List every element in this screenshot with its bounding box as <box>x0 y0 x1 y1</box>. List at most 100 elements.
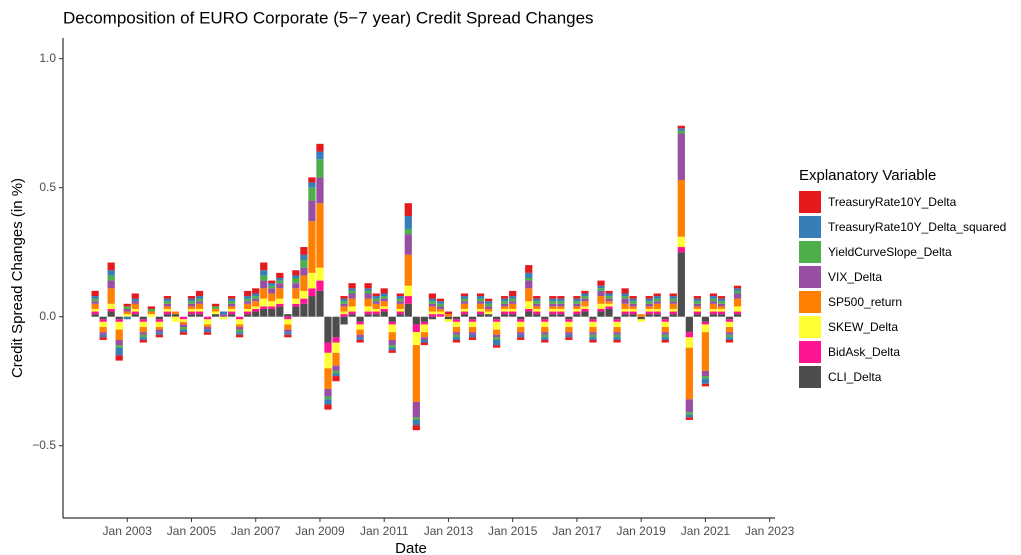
bar-segment <box>444 316 453 320</box>
bar-segment <box>581 293 589 297</box>
bar-segment <box>412 425 420 431</box>
bar-segment <box>420 339 428 343</box>
bar-segment <box>605 301 613 304</box>
bar-segment <box>460 301 469 304</box>
bar-segment <box>260 275 268 281</box>
bar-segment <box>573 298 581 302</box>
bar-segment <box>139 316 147 320</box>
bar-segment <box>661 337 669 340</box>
y-tick-label: 0.5 <box>39 180 56 194</box>
bar-segment <box>565 334 573 338</box>
bar-segment <box>685 347 693 400</box>
bar-segment <box>645 303 653 307</box>
bar-segment <box>123 316 131 320</box>
bar-segment <box>693 311 701 315</box>
bar-segment <box>99 332 107 335</box>
bar-segment <box>452 337 461 340</box>
bar-segment <box>589 337 597 340</box>
bar-segment <box>493 334 501 338</box>
bar-segment <box>468 327 477 333</box>
bar-segment <box>452 316 461 320</box>
bar-segment <box>316 177 324 204</box>
bar-segment <box>219 316 228 320</box>
bar-segment <box>493 316 501 320</box>
bar-segment <box>163 314 172 317</box>
bar-segment <box>236 327 244 330</box>
bar-segment <box>284 334 292 338</box>
bar-segment <box>597 280 605 286</box>
bar-segment <box>557 301 565 304</box>
bar-segment <box>436 311 445 315</box>
bar-segment <box>468 337 477 340</box>
bar-segment <box>211 306 220 309</box>
x-tick-label: Jan 2015 <box>488 524 538 538</box>
bar-segment <box>661 327 669 333</box>
bar-segment <box>179 324 188 328</box>
bar-segment <box>139 327 147 333</box>
bar-segment <box>493 337 501 340</box>
bar-segment <box>685 316 693 333</box>
x-tick-label: Jan 2013 <box>424 524 474 538</box>
bar-segment <box>661 334 669 338</box>
bar-segment <box>501 303 509 307</box>
bar-segment <box>428 293 436 299</box>
bar-segment <box>581 306 589 309</box>
y-axis-label: Credit Spread Changes (in %) <box>9 178 26 378</box>
bar-segment <box>252 288 260 294</box>
bar-segment <box>501 298 509 302</box>
bar-segment <box>388 324 396 333</box>
bar-segment <box>725 337 734 340</box>
bar-segment <box>284 314 292 317</box>
legend-label: VIX_Delta <box>828 270 882 284</box>
bar-segment <box>131 301 139 304</box>
bar-segment <box>557 308 565 312</box>
bar-segment <box>340 303 348 307</box>
legend-label: YieldCurveSlope_Delta <box>828 245 952 259</box>
bar-segment <box>573 314 581 317</box>
bar-segment <box>669 303 677 309</box>
bar-segment <box>468 319 477 322</box>
legend-label: BidAsk_Delta <box>828 345 900 359</box>
bar-segment <box>99 321 107 328</box>
bar-segment <box>605 298 613 302</box>
bar-segment <box>300 267 308 276</box>
bar-segment <box>709 301 718 304</box>
bar-segment <box>340 306 348 312</box>
bar-segment <box>412 332 420 346</box>
bar-segment <box>509 308 517 312</box>
bar-segment <box>669 308 677 312</box>
bar-segment <box>292 306 300 317</box>
legend-label: TreasuryRate10Y_Delta <box>828 195 957 209</box>
bar-segment <box>637 314 645 317</box>
bar-segment <box>725 339 734 343</box>
bar-segment <box>565 337 573 340</box>
bar-segment <box>669 293 677 297</box>
bar-segment <box>420 321 428 325</box>
bar-segment <box>717 296 726 299</box>
bar-segment <box>324 396 332 400</box>
bar-segment <box>195 303 204 309</box>
bar-segment <box>219 311 228 315</box>
bar-segment <box>709 298 718 302</box>
bar-segment <box>300 275 308 291</box>
bar-segment <box>356 321 364 325</box>
bar-segment <box>709 303 718 309</box>
bar-segment <box>228 314 236 317</box>
bar-segment <box>589 334 597 338</box>
bar-segment <box>645 314 653 317</box>
bar-segment <box>268 283 276 286</box>
bar-segment <box>621 296 629 299</box>
bar-segment <box>653 298 661 302</box>
bar-segment <box>733 293 742 299</box>
bar-segment <box>613 337 621 340</box>
bar-segment <box>115 316 123 320</box>
bar-segment <box>468 332 477 335</box>
bar-segment <box>131 308 139 312</box>
bar-segment <box>244 303 252 309</box>
bar-segment <box>533 301 541 304</box>
x-tick-label: Jan 2023 <box>745 524 795 538</box>
bar-segment <box>597 288 605 291</box>
bar-segment <box>428 306 436 312</box>
bar-segment <box>725 327 734 333</box>
bar-segment <box>396 311 404 315</box>
